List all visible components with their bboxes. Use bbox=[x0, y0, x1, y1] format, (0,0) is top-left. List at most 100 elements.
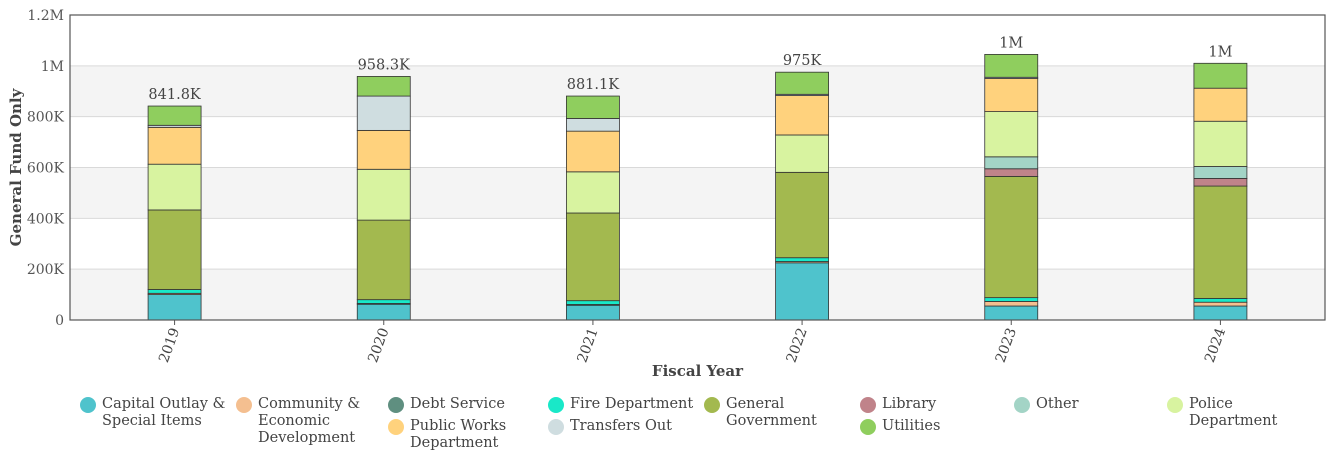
bar-segment bbox=[566, 118, 620, 132]
bar-segment bbox=[984, 175, 1039, 299]
y-tick-label: 400K bbox=[27, 211, 65, 227]
legend-item[interactable]: Public Works Department bbox=[388, 418, 538, 452]
legend-label: Public Works Department bbox=[410, 418, 507, 451]
legend-item[interactable]: Capital Outlay & Special Items bbox=[80, 396, 230, 430]
grid-band bbox=[70, 116, 1325, 168]
legend-item[interactable]: Debt Service bbox=[388, 396, 538, 413]
y-tick-label: 800K bbox=[27, 110, 65, 126]
bar-total-label: 1M bbox=[1208, 44, 1232, 60]
grid-band bbox=[70, 218, 1325, 270]
y-tick-label: 200K bbox=[27, 262, 65, 278]
bar-segment bbox=[566, 130, 620, 173]
legend-item[interactable]: Community & Economic Development bbox=[236, 396, 378, 447]
bar-segment bbox=[775, 257, 829, 262]
legend-swatch bbox=[388, 419, 404, 435]
legend-label: General Government bbox=[726, 396, 817, 429]
bar-total-label: 881.1K bbox=[567, 77, 621, 93]
legend-swatch bbox=[704, 397, 720, 413]
legend-label: Utilities bbox=[882, 418, 941, 434]
x-tick-label: 2021 bbox=[574, 326, 601, 365]
bar-segment bbox=[775, 95, 829, 136]
legend-item[interactable]: Fire Department bbox=[548, 396, 698, 413]
bar-segment bbox=[1193, 166, 1248, 179]
bar-segment bbox=[1193, 305, 1248, 321]
bar-total-label: 958.3K bbox=[358, 57, 412, 73]
x-tick-label: 2019 bbox=[156, 326, 183, 365]
bar-segment bbox=[147, 294, 202, 321]
bar-segment bbox=[356, 76, 411, 97]
bar-total-label: 975K bbox=[783, 53, 823, 69]
y-tick-label: 1.2M bbox=[27, 8, 64, 24]
legend-item[interactable]: Transfers Out bbox=[548, 418, 698, 435]
bar-segment bbox=[356, 129, 411, 170]
legend-item[interactable]: Library bbox=[860, 396, 1010, 413]
chart-legend: Capital Outlay & Special Items Community … bbox=[80, 393, 1320, 452]
legend-label: Other bbox=[1036, 396, 1079, 412]
bar-segment bbox=[1193, 62, 1248, 89]
legend-swatch bbox=[80, 397, 96, 413]
legend-swatch bbox=[236, 397, 252, 413]
bar-segment bbox=[984, 156, 1039, 170]
bar-segment bbox=[566, 171, 620, 214]
bar-segment bbox=[147, 209, 202, 290]
legend-item[interactable]: Other bbox=[1014, 396, 1164, 413]
legend-swatch bbox=[388, 397, 404, 413]
bar-segment bbox=[147, 163, 202, 211]
bar-segment bbox=[984, 301, 1039, 307]
y-tick-label: 0 bbox=[55, 313, 64, 329]
bar-segment bbox=[1193, 87, 1248, 122]
legend-item[interactable]: General Government bbox=[704, 396, 854, 430]
legend-label: Transfers Out bbox=[570, 418, 673, 434]
bar-segment bbox=[984, 111, 1039, 158]
legend-swatch bbox=[860, 397, 876, 413]
x-tick-label: 2020 bbox=[365, 326, 392, 365]
bar-segment bbox=[984, 78, 1039, 112]
bar-segment bbox=[356, 299, 411, 304]
x-axis-title: Fiscal Year bbox=[652, 362, 744, 380]
bar-segment bbox=[1193, 297, 1248, 303]
plot-frame bbox=[69, 14, 1326, 321]
legend-label: Police Department bbox=[1189, 396, 1278, 429]
bar-segment bbox=[356, 303, 411, 321]
bar-segment bbox=[1193, 301, 1248, 307]
bar-total-label: 841.8K bbox=[148, 87, 202, 103]
legend-label: Library bbox=[882, 396, 937, 412]
bar-segment bbox=[147, 289, 202, 294]
bar-segment bbox=[775, 171, 829, 259]
bar-segment bbox=[775, 262, 829, 321]
y-tick-label: 1M bbox=[41, 59, 64, 75]
grid-band bbox=[70, 15, 1325, 66]
x-tick-label: 2022 bbox=[784, 326, 811, 365]
stacked-bar-chart: 0 200K 400K 600K 800K 1M 1.2M 841.8K 2019 958.3K 2… bbox=[7, 8, 1326, 380]
bar-segment bbox=[356, 95, 411, 131]
grid-band bbox=[70, 269, 1325, 320]
grid-band bbox=[70, 167, 1325, 219]
legend-item[interactable]: Utilities bbox=[860, 418, 1010, 435]
bar-segment bbox=[566, 95, 620, 119]
legend-swatch bbox=[548, 419, 564, 435]
legend-swatch bbox=[548, 397, 564, 413]
y-axis-title: General Fund Only bbox=[7, 87, 25, 246]
bar-segment bbox=[1193, 120, 1248, 167]
bar-segment bbox=[356, 168, 411, 221]
y-tick-label: 600K bbox=[27, 161, 65, 177]
legend-item[interactable]: Police Department bbox=[1167, 396, 1297, 430]
bar-segment bbox=[566, 300, 620, 305]
bar-segment bbox=[566, 212, 620, 302]
bar-segment bbox=[147, 105, 202, 126]
bar-segment bbox=[566, 304, 620, 321]
legend-label: Capital Outlay & Special Items bbox=[102, 396, 226, 429]
bar-segment bbox=[984, 168, 1039, 177]
bar-segment bbox=[356, 219, 411, 301]
legend-swatch bbox=[860, 419, 876, 435]
bar-segment bbox=[984, 297, 1039, 302]
legend-label: Community & Economic Development bbox=[258, 396, 361, 446]
bar-segment bbox=[984, 53, 1039, 78]
bar-segment bbox=[775, 134, 829, 173]
x-tick-label: 2024 bbox=[1202, 326, 1229, 365]
bar-segment bbox=[1193, 185, 1248, 299]
bar-segment bbox=[984, 305, 1039, 321]
bar-total-label: 1M bbox=[999, 35, 1023, 51]
grid-band bbox=[70, 65, 1325, 117]
x-tick-label: 2023 bbox=[993, 326, 1020, 365]
